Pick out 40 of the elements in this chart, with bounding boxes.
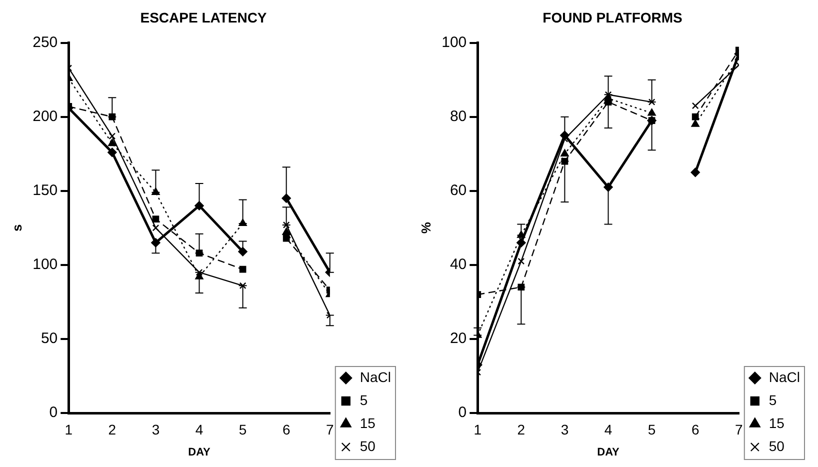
legend-label: 50 — [768, 438, 785, 454]
x-tick-label: 1 — [474, 421, 482, 438]
x-tick-label: 7 — [734, 421, 743, 438]
legend-label: 15 — [360, 414, 376, 431]
y-tick-label: 200 — [32, 108, 58, 125]
x-tick-label: 3 — [560, 421, 569, 438]
legend-label: NaCl — [768, 368, 800, 385]
y-tick-label: 150 — [32, 182, 58, 200]
y-tick-label: 0 — [49, 404, 58, 422]
y-tick-label: 0 — [458, 404, 467, 422]
y-tick-label: 60 — [450, 182, 467, 200]
y-tick-label: 250 — [32, 34, 58, 51]
y-axis-title: s — [9, 224, 24, 232]
legend-label: NaCl — [360, 368, 392, 385]
x-tick-label: 6 — [282, 421, 290, 438]
x-axis-title: DAY — [597, 446, 620, 458]
x-axis-title: DAY — [188, 446, 212, 458]
y-tick-label: 80 — [450, 108, 467, 125]
x-tick-label: 5 — [238, 421, 247, 438]
x-tick-label: 4 — [604, 421, 612, 438]
chart-title: ESCAPE LATENCY — [140, 9, 268, 26]
x-tick-label: 2 — [517, 421, 526, 438]
legend-label: 5 — [360, 392, 368, 408]
x-tick-label: 2 — [108, 421, 116, 438]
y-tick-label: 100 — [442, 34, 467, 51]
legend-label: 50 — [360, 438, 376, 454]
y-tick-label: 50 — [40, 330, 58, 348]
x-tick-label: 4 — [195, 421, 204, 438]
y-tick-label: 40 — [450, 256, 467, 274]
x-tick-label: 3 — [152, 421, 160, 438]
legend-label: 15 — [768, 414, 785, 431]
x-tick-label: 5 — [648, 421, 656, 438]
x-tick-label: 6 — [691, 421, 700, 438]
y-tick-label: 20 — [450, 330, 467, 348]
x-tick-label: 1 — [64, 421, 73, 438]
legend-label: 5 — [768, 392, 777, 408]
y-axis-title: % — [418, 222, 434, 234]
x-tick-label: 7 — [326, 421, 334, 438]
chart-title: FOUND PLATFORMS — [542, 9, 682, 26]
y-tick-label: 100 — [32, 256, 58, 274]
